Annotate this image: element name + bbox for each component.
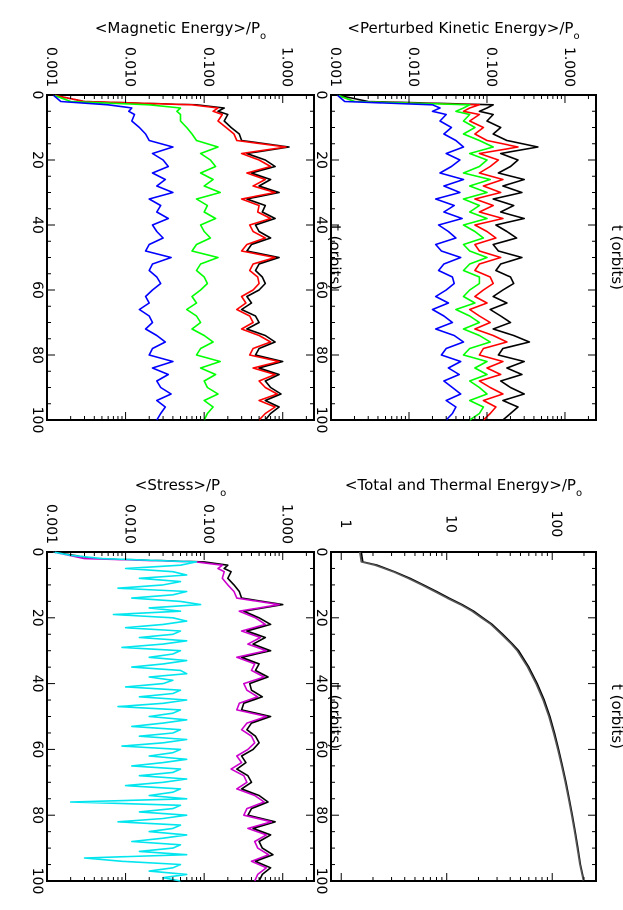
series-line-radial: [336, 94, 519, 421]
time-tick-label: 60: [313, 740, 329, 758]
time-tick-label: 80: [313, 806, 329, 824]
time-tick-label: 0: [29, 91, 45, 100]
time-tick-label: 80: [29, 346, 45, 364]
series-line-toroidal: [53, 94, 287, 421]
series-line-radial: [52, 94, 221, 421]
x-axis-label: t (orbits): [608, 225, 623, 290]
time-tick-label: 0: [313, 548, 329, 557]
series-line-azimuthal: [336, 94, 494, 421]
chart-title-subscript: o: [220, 488, 226, 499]
time-tick-label: 40: [313, 216, 329, 234]
chart-title: <Stress>/Po: [135, 476, 226, 499]
time-tick-label: 0: [29, 548, 45, 557]
panel-thermal: 0 20 40 60 80 100 1 10 100 t (orbits) <Total and T…: [313, 476, 623, 894]
value-tick-label: 1.000: [279, 47, 295, 87]
time-tick-label: 80: [313, 346, 329, 364]
value-tick-label: 0.100: [483, 47, 499, 87]
plot-frame: [330, 94, 597, 421]
series-line-total: [53, 94, 290, 421]
series-line-reynolds: [53, 551, 202, 882]
value-tick-label: 0.100: [200, 504, 216, 544]
value-tick-label: 1.000: [561, 47, 577, 87]
plot-thermal: 0 20 40 60 80 100 1 10 100 t (orbits) <Total and T…: [313, 476, 623, 894]
time-tick-label: 40: [29, 216, 45, 234]
series-line-maxwell: [53, 551, 280, 882]
value-tick-label: 1.000: [279, 504, 295, 544]
time-tick-label: 20: [29, 151, 45, 169]
value-tick-label: 0.010: [122, 504, 138, 544]
time-tick-label: 20: [313, 609, 329, 627]
series-line-vertical: [52, 94, 174, 421]
plot-kinetic: 0 20 40 60 80 100 0.001 0.010 0.100 1.000 t (orbit…: [313, 19, 623, 433]
time-tick-label: 60: [29, 740, 45, 758]
value-tick-label: 0.001: [43, 504, 59, 544]
time-tick-label: 100: [313, 868, 329, 895]
time-tick-label: 100: [29, 868, 45, 895]
chart-title: <Total and Thermal Energy>/Po: [345, 476, 582, 499]
value-tick-label: 1: [337, 520, 353, 529]
series-line-thermal: [359, 551, 585, 882]
chart-title-subscript: o: [573, 31, 579, 42]
series-line-vertical: [336, 94, 465, 421]
series-line-total: [337, 94, 539, 421]
chart-title: <Perturbed Kinetic Energy>/Po: [347, 19, 579, 42]
time-tick-label: 40: [29, 675, 45, 693]
time-tick-label: 100: [313, 407, 329, 434]
chart-title-subscript: o: [576, 488, 582, 499]
value-tick-label: 0.010: [122, 47, 138, 87]
chart-title: <Magnetic Energy>/Po: [95, 19, 266, 42]
series-line-total: [360, 551, 585, 882]
value-tick-label: 0.001: [327, 47, 343, 87]
x-axis-label: t (orbits): [608, 684, 623, 749]
time-tick-label: 40: [313, 675, 329, 693]
time-tick-label: 100: [29, 407, 45, 434]
time-tick-label: 60: [29, 281, 45, 299]
time-tick-label: 0: [313, 91, 329, 100]
panel-kinetic: 0 20 40 60 80 100 0.001 0.010 0.100 1.000 t (orbit…: [313, 19, 623, 433]
value-tick-label: 0.001: [43, 47, 59, 87]
value-tick-label: 100: [548, 511, 564, 538]
time-tick-label: 20: [29, 609, 45, 627]
time-tick-label: 80: [29, 806, 45, 824]
value-tick-label: 0.100: [200, 47, 216, 87]
series-line-total: [53, 551, 284, 882]
plot-frame: [330, 551, 597, 882]
chart-title-subscript: o: [260, 31, 266, 42]
time-tick-label: 20: [313, 151, 329, 169]
value-tick-label: 0.010: [405, 47, 421, 87]
time-tick-label: 60: [313, 281, 329, 299]
value-tick-label: 10: [443, 515, 459, 533]
